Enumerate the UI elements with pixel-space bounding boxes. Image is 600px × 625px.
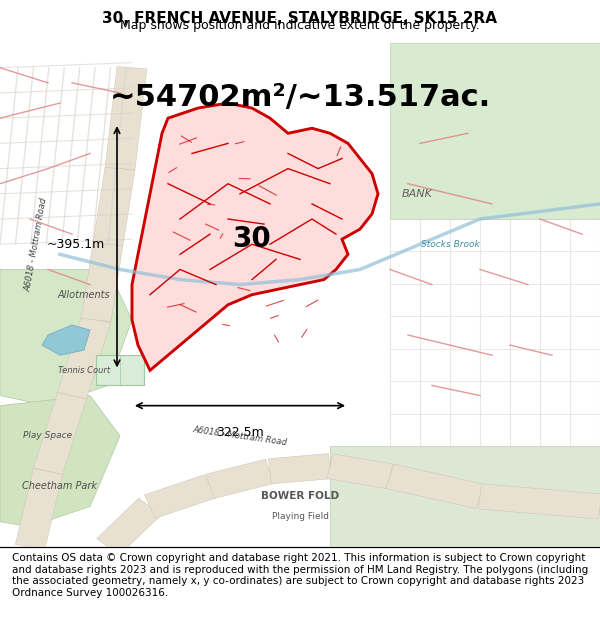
- Polygon shape: [479, 484, 600, 519]
- Polygon shape: [145, 474, 215, 518]
- Text: BANK: BANK: [402, 189, 433, 199]
- Polygon shape: [81, 242, 123, 322]
- Polygon shape: [206, 459, 274, 498]
- Text: A6018 - Mottram Road: A6018 - Mottram Road: [192, 425, 288, 447]
- Text: Cheetham Park: Cheetham Park: [23, 481, 97, 491]
- Text: 30, FRENCH AVENUE, STALYBRIDGE, SK15 2RA: 30, FRENCH AVENUE, STALYBRIDGE, SK15 2RA: [103, 11, 497, 26]
- Text: ~395.1m: ~395.1m: [47, 238, 105, 251]
- Polygon shape: [0, 396, 120, 527]
- Text: Play Space: Play Space: [23, 431, 73, 441]
- Text: 322.5m: 322.5m: [216, 426, 264, 439]
- Polygon shape: [386, 464, 484, 509]
- Text: Tennis Court: Tennis Court: [58, 366, 110, 375]
- Text: Contains OS data © Crown copyright and database right 2021. This information is : Contains OS data © Crown copyright and d…: [12, 553, 588, 598]
- Polygon shape: [105, 66, 147, 170]
- Polygon shape: [390, 42, 600, 219]
- Polygon shape: [93, 167, 135, 246]
- Bar: [96, 355, 144, 386]
- Polygon shape: [42, 325, 90, 355]
- Polygon shape: [269, 454, 331, 484]
- Text: A6018 - Mottram Road: A6018 - Mottram Road: [23, 197, 49, 292]
- Text: Allotments: Allotments: [58, 290, 110, 299]
- Polygon shape: [34, 392, 86, 474]
- Text: Map shows position and indicative extent of the property.: Map shows position and indicative extent…: [120, 19, 480, 32]
- Text: 30: 30: [233, 225, 271, 253]
- Text: Stocks Brook: Stocks Brook: [421, 240, 479, 249]
- Polygon shape: [327, 454, 393, 489]
- Polygon shape: [58, 317, 110, 399]
- Text: BOWER FOLD: BOWER FOLD: [261, 491, 339, 501]
- Polygon shape: [330, 446, 600, 547]
- Polygon shape: [0, 269, 132, 406]
- Text: Playing Field: Playing Field: [271, 512, 329, 521]
- Polygon shape: [132, 103, 378, 371]
- Polygon shape: [97, 498, 161, 555]
- Polygon shape: [15, 469, 63, 549]
- Text: ~54702m²/~13.517ac.: ~54702m²/~13.517ac.: [109, 83, 491, 112]
